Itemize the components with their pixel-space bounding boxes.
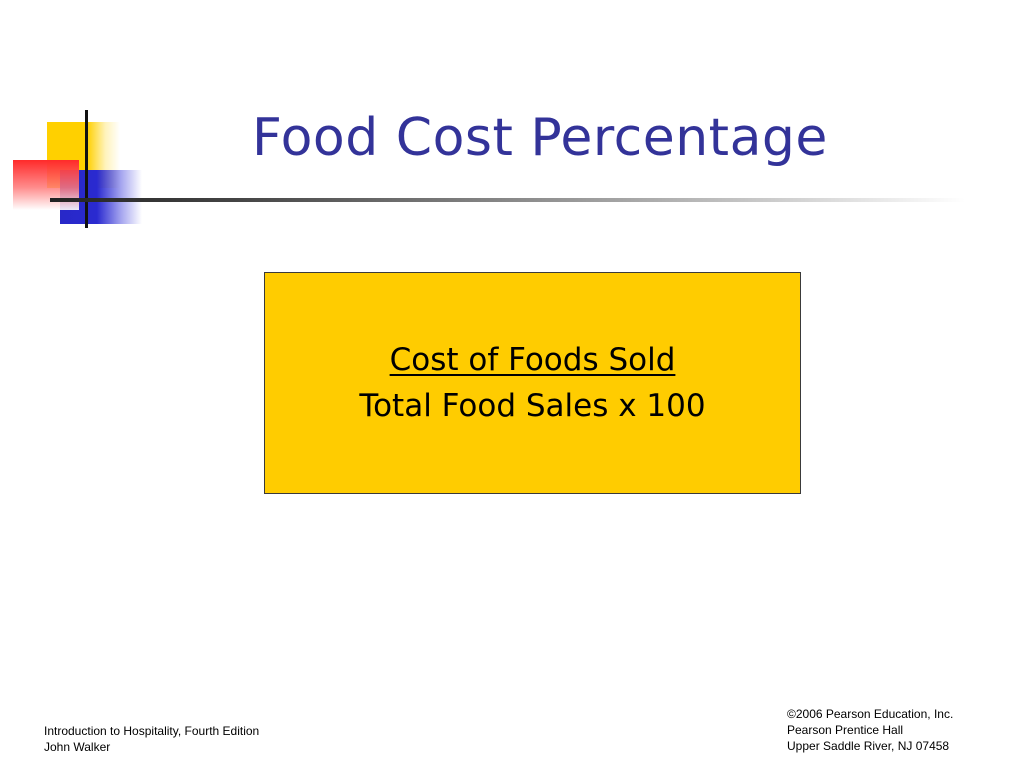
footer-right: ©2006 Pearson Education, Inc. Pearson Pr…	[787, 706, 953, 754]
title-underline-rule	[50, 198, 965, 202]
footer-address: Upper Saddle River, NJ 07458	[787, 739, 950, 753]
formula-numerator: Cost of Foods Sold	[389, 342, 676, 378]
decorative-red-square	[13, 160, 79, 210]
footer-left: Introduction to Hospitality, Fourth Edit…	[44, 723, 259, 755]
formula-box: Cost of Foods Sold Total Food Sales x 10…	[264, 272, 801, 494]
footer-publisher: Pearson Prentice Hall	[787, 723, 904, 737]
formula-denominator: Total Food Sales x 100	[359, 388, 706, 424]
footer-author: John Walker	[44, 740, 111, 754]
footer-book-title: Introduction to Hospitality, Fourth Edit…	[44, 724, 260, 738]
footer-copyright: ©2006 Pearson Education, Inc.	[787, 707, 954, 721]
slide-title: Food Cost Percentage	[252, 108, 828, 168]
decorative-vertical-line	[85, 110, 88, 228]
